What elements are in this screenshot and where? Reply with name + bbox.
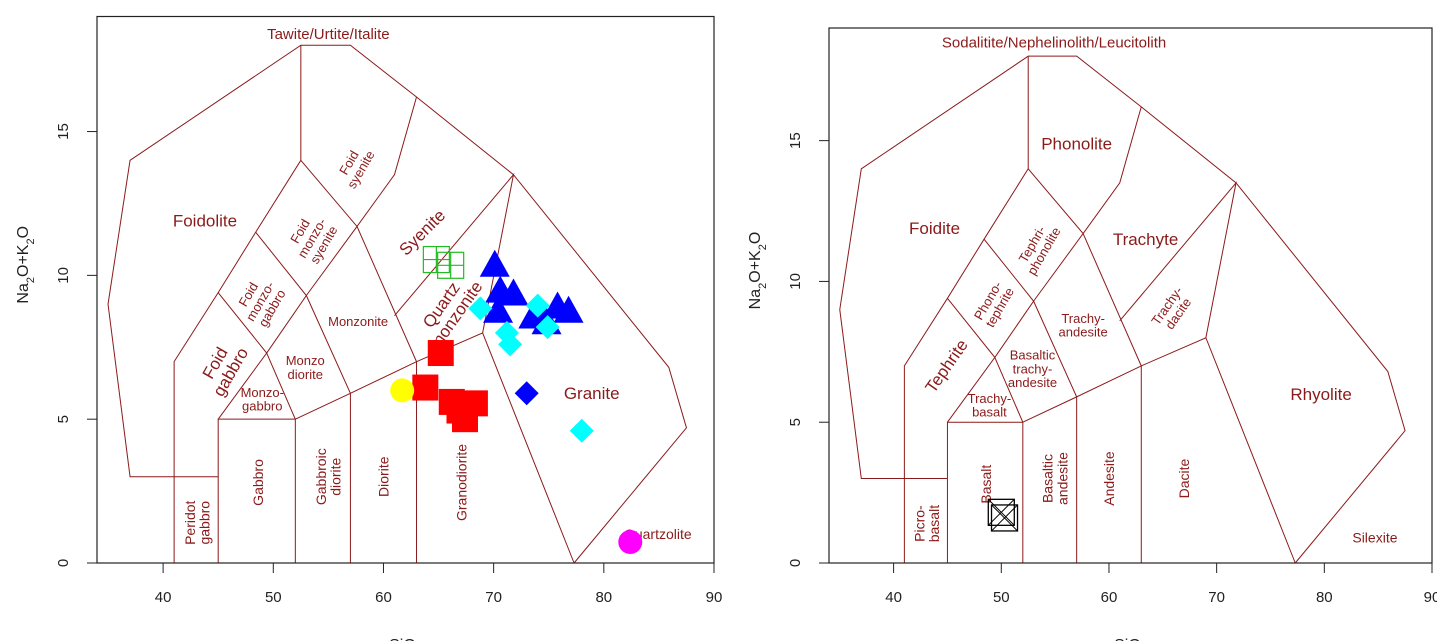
field-boundary (173, 45, 302, 563)
blue-triangles-point (498, 278, 529, 306)
field-label-silexite: Silexite (1352, 530, 1397, 546)
field-label-foidolite: Foidolite (173, 212, 237, 231)
field-boundary (1027, 168, 1084, 563)
x-tick-label: 50 (993, 589, 1010, 606)
magenta-circle-point (618, 530, 643, 555)
field-label-monzonite: Monzonite (328, 314, 388, 329)
green-squares-plus-point (437, 251, 465, 279)
field-boundary (356, 96, 418, 563)
x-tick-label: 50 (265, 589, 282, 606)
black-squares-cross-point (987, 498, 1015, 526)
field-label-foid-monzo-syenite: Foidmonzo-syenite (283, 209, 341, 268)
field-boundary (1022, 337, 1296, 564)
y-tick-label: 15 (787, 132, 804, 149)
cyan-diamonds-point (525, 293, 550, 318)
field-label-gabbro: Gabbro (250, 459, 266, 506)
cyan-diamonds-point (569, 418, 594, 443)
field-label-monzo-gabbro: Monzo-gabbro (241, 385, 284, 414)
y-tick-label: 10 (787, 273, 804, 290)
field-boundary (1082, 106, 1142, 563)
field-label-phonolite: Phonolite (1041, 134, 1112, 153)
y-tick-label: 15 (55, 123, 72, 140)
field-boundary (394, 172, 515, 333)
field-label-granodiorite: Granodiorite (454, 444, 470, 521)
x-axis-label: SiO2 (389, 637, 422, 641)
x-tick-label: 60 (375, 589, 392, 606)
field-boundary (946, 421, 1024, 563)
black-squares-cross-point (990, 504, 1019, 532)
field-label-diorite: Diorite (375, 456, 391, 497)
field-label-phono-tephrite: Phono-tephrite (971, 278, 1017, 330)
x-tick-label: 80 (595, 589, 612, 606)
field-label-trachy-andesite: Trachy-andesite (1059, 311, 1108, 340)
field-label-basalt: Basalt (978, 465, 994, 504)
yellow-circle-point (390, 378, 415, 403)
field-label-basaltic-andesite: Basalticandesite (1040, 452, 1071, 505)
field-boundary (994, 357, 1024, 423)
field-boundary (107, 44, 688, 564)
y-tick-label: 0 (55, 559, 72, 567)
field-label-tephri-phonolite: Tephri-phonolite (1012, 218, 1063, 278)
red-squares-point (427, 340, 454, 367)
x-axis-label: SiO2 (1114, 637, 1147, 641)
x-tick-label: 60 (1101, 589, 1118, 606)
chart-volcanic: 40 50 60 70 80 90 0 5 10 15 SiO2 Na2O+K2O Sodalitite… (747, 27, 1437, 641)
field-boundary (266, 352, 296, 420)
field-boundary (217, 418, 296, 563)
cyan-diamonds-point (468, 296, 493, 321)
y-axis-label: Na2O+K2O (747, 232, 769, 310)
field-label-dacite: Dacite (1176, 458, 1192, 498)
field-label-syenite: Syenite (396, 206, 450, 260)
blue-triangles-point (553, 295, 584, 323)
field-label-trachy-dacite: Trachy-dacite (1148, 284, 1196, 336)
field-boundary (295, 332, 575, 564)
red-squares-point (412, 374, 439, 401)
x-tick-label: 80 (1316, 589, 1333, 606)
field-label-peridot-gabbro: Peridotgabbro (182, 500, 213, 544)
x-tick-label: 70 (1208, 589, 1225, 606)
y-axis-label: Na2O+K2O (15, 226, 37, 304)
field-label-picro-basalt: Picro-basalt (912, 505, 943, 542)
field-label-foid-syenite: Foidsyenite (332, 141, 377, 191)
field-label-basaltic-trachy-andesite: Basaltic trachy-andesite (1008, 348, 1057, 390)
y-tick-label: 5 (787, 418, 804, 426)
red-squares-point (446, 397, 473, 424)
field-label-trachyte: Trachyte (1113, 230, 1179, 249)
y-tick-label: 5 (55, 415, 72, 423)
green-squares-plus-point (422, 245, 450, 274)
x-tick-label: 70 (485, 589, 502, 606)
y-tick-label: 0 (787, 559, 804, 567)
cyan-diamonds-point (498, 332, 523, 357)
blue-diamond-point (514, 381, 539, 406)
field-boundary (1119, 181, 1237, 338)
field-label-monzo-diorite: Monzo diorite (286, 353, 325, 382)
blue-triangles-point (483, 295, 514, 323)
cyan-diamonds-point (535, 315, 560, 340)
blue-triangles-point (479, 249, 510, 277)
field-boundary (300, 159, 358, 563)
field-label-rhyolite: Rhyolite (1290, 385, 1351, 404)
x-tick-label: 90 (1424, 589, 1437, 606)
field-label-granite: Granite (564, 384, 620, 403)
plot-frame (828, 27, 1433, 564)
field-label-trachy-basalt: Trachy-basalt (968, 391, 1012, 420)
field-label-foid-monzo-gabbro: Foidmonzo-gabbro (231, 272, 289, 331)
field-label-sodalitite-nephelinolith-leucitolith: Sodalitite/Nephelinolith/Leucitolith (942, 34, 1166, 51)
field-boundary (839, 55, 1406, 564)
blue-triangles-point (518, 301, 549, 329)
field-label-tephrite: Tephrite (922, 336, 972, 396)
field-label-andesite: Andesite (1101, 451, 1117, 506)
x-tick-label: 40 (885, 589, 902, 606)
field-label-foidite: Foidite (909, 219, 960, 238)
x-tick-label: 90 (706, 589, 723, 606)
plot-frame (96, 15, 715, 564)
field-label-tawite-urtite-italite: Tawite/Urtite/Italite (267, 26, 390, 43)
y-tick-label: 10 (55, 267, 72, 284)
field-label-gabbroic-diorite: Gabbroicdiorite (313, 448, 344, 505)
chart-plutonic: 40 50 60 70 80 90 0 5 10 15 SiO2 Na2O+K2O Tawite/Urt… (15, 15, 723, 641)
x-tick-label: 40 (155, 589, 172, 606)
field-boundary (903, 56, 1029, 563)
